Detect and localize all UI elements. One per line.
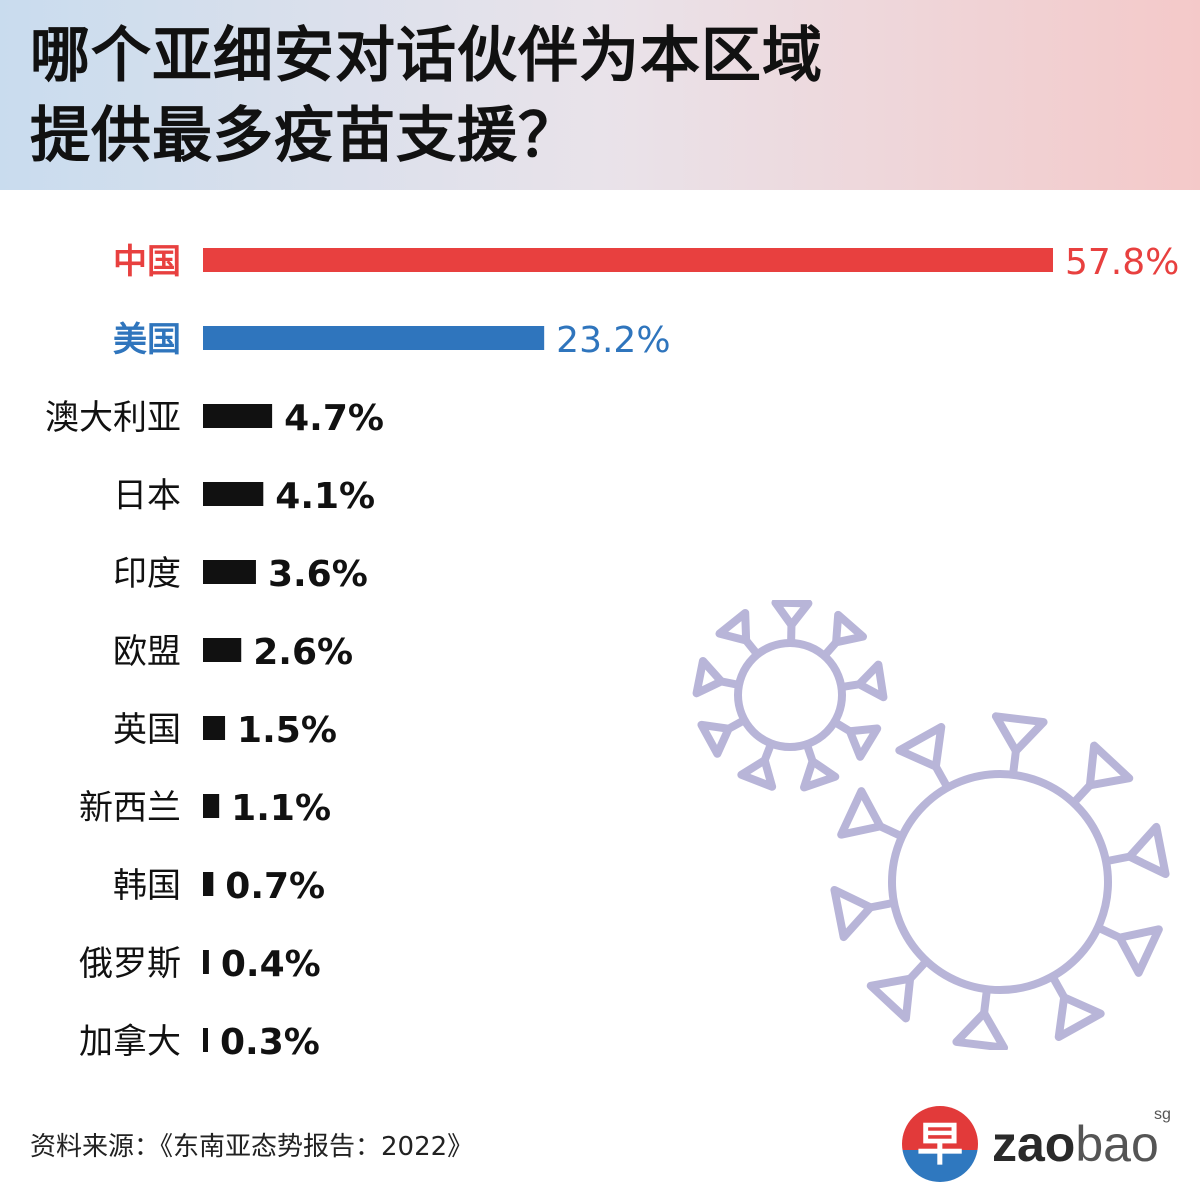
zaobao-wordmark-zao: zao [992,1116,1076,1172]
value-label-canada: 0.3% [220,1022,320,1063]
value-label-new-zealand: 1.1% [231,788,331,829]
value-label-japan: 4.1% [275,476,375,517]
small-virus-body [734,639,846,751]
small-virus-spike-head [692,656,726,698]
category-label-usa: 美国 [113,320,181,360]
zaobao-wordmark: zaobao [992,1114,1159,1174]
large-virus-spike-head [866,974,915,1023]
bar-usa [203,326,545,350]
virus-illustration [692,600,1170,1050]
bar-new-zealand [203,794,220,818]
value-label-india: 3.6% [268,554,368,595]
small-virus-spike-head [771,600,813,630]
small-virus-spike-head [845,724,882,761]
bar-china [203,248,1053,272]
category-label-uk: 英国 [113,710,181,750]
large-virus-spike-head [991,712,1048,755]
bar-chart: 中国 57.8% 美国 23.2% 澳大利亚 4.7% 日本 4.1% 印度 3.6% 欧盟 2.6%… [45,242,1179,1063]
small-virus-spike-head [715,608,751,645]
bar-russia [203,950,209,974]
large-virus-spike-head [837,787,885,839]
category-label-south-korea: 韩国 [113,866,181,906]
zaobao-wordmark-sg: sg [1154,1106,1171,1123]
value-label-china: 57.8% [1065,242,1179,283]
small-virus-spike-head [800,757,840,792]
title-banner: 哪个亚细安对话伙伴为本区域 提供最多疫苗支援？ [0,0,1200,190]
small-virus-spike-head [737,756,777,791]
large-virus-spike-head [895,723,946,771]
value-label-australia: 4.7% [284,398,384,439]
bar-japan [203,482,264,506]
value-label-russia: 0.4% [221,944,321,985]
source-note: 资料来源：《东南亚态势报告：2022》 [30,1132,474,1162]
value-label-south-korea: 0.7% [225,866,325,907]
bar-south-korea [203,872,214,896]
large-virus-spike-head [1115,925,1163,977]
zaobao-logo-glyph: 早 [917,1117,963,1171]
value-label-eu: 2.6% [253,632,353,673]
category-label-india: 印度 [113,554,181,594]
large-virus-spike-head [952,1009,1009,1050]
category-label-eu: 欧盟 [113,632,181,672]
value-label-usa: 23.2% [556,320,670,361]
bar-india [203,560,256,584]
bar-australia [203,404,273,428]
category-label-russia: 俄罗斯 [79,944,181,984]
zaobao-logo[interactable]: 早 zaobao sg [902,1106,1172,1184]
large-virus-body [888,770,1112,994]
chart-title-line-2: 提供最多疫苗支援？ [30,101,579,171]
large-virus-spike-head [1054,993,1105,1041]
zaobao-wordmark-bao: bao [1075,1116,1159,1172]
small-virus-spike-head [855,660,888,702]
category-label-japan: 日本 [113,476,181,516]
large-virus-spike-head [1085,741,1134,790]
category-label-canada: 加拿大 [79,1022,181,1062]
category-label-new-zealand: 新西兰 [79,788,181,828]
value-label-uk: 1.5% [237,710,337,751]
category-label-china: 中国 [113,242,181,282]
bar-canada [203,1028,208,1052]
bar-eu [203,638,242,662]
small-virus-spike-head [832,610,868,647]
small-virus-spike-head [697,720,733,758]
category-label-australia: 澳大利亚 [45,398,181,438]
bar-uk [203,716,226,740]
zaobao-logo-mark: 早 [902,1106,978,1182]
chart-title-line-1: 哪个亚细安对话伙伴为本区域 [30,21,823,91]
large-virus-spike-head [830,885,875,942]
large-virus-spike-head [1125,822,1170,879]
